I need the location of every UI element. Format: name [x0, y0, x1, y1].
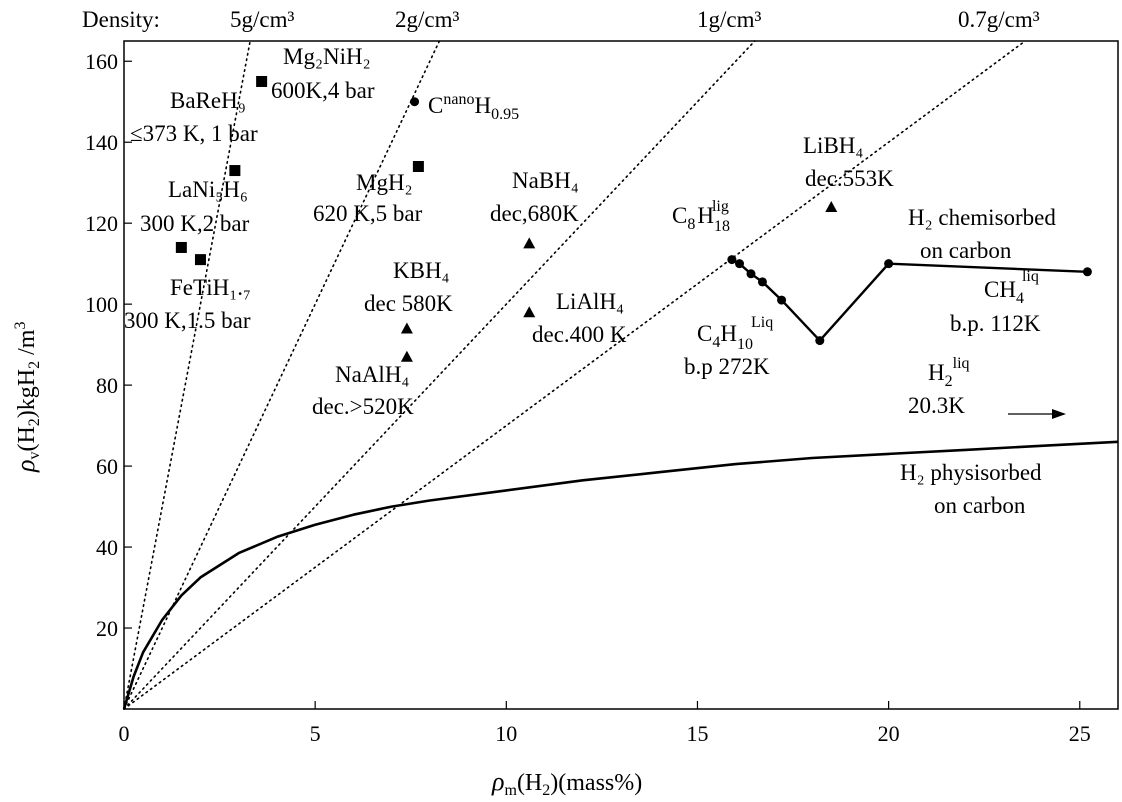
label-mg2nih2-cond: 600K,4 bar [271, 78, 375, 103]
label-fetih-cond: 300 K,1.5 bar [124, 308, 251, 333]
density-header-label: Density: [82, 7, 160, 32]
chemisorbed-point [757, 277, 767, 287]
density-line-label: 0.7g/cm³ [958, 7, 1040, 32]
label-bareh9-cond: ≤373 K, 1 bar [130, 121, 258, 146]
label-lialh4-cond: dec.400 K [532, 322, 627, 347]
label-lani5h6-cond: 300 K,2 bar [140, 211, 250, 236]
data-markers [175, 75, 1092, 362]
chemisorbed-point [815, 336, 825, 346]
triangle-point [523, 237, 536, 249]
chemisorbed-point [746, 269, 756, 279]
x-tick-label: 25 [1069, 721, 1091, 746]
square-point [412, 161, 424, 173]
label-libh4: LiBH₄ [803, 133, 863, 158]
x-tick-label: 0 [119, 721, 130, 746]
label-kbh4-cond: dec 580K [364, 291, 453, 316]
chemisorbed-point [777, 295, 787, 305]
chemisorbed-point [884, 259, 894, 269]
label-mgh2-cond: 620 K,5 bar [313, 201, 423, 226]
y-tick-label: 40 [96, 535, 118, 560]
y-tick-label: 140 [85, 130, 118, 155]
triangle-point [400, 322, 413, 334]
x-tick-label: 5 [310, 721, 321, 746]
density-line [123, 40, 1026, 710]
y-tick-label: 100 [85, 292, 118, 317]
h2liq-arrow-icon [1008, 409, 1066, 419]
y-tick-label: 20 [96, 616, 118, 641]
density-line [123, 40, 251, 710]
density-lines [123, 40, 1026, 710]
label-mg2nih2: Mg₂NiH₂ [283, 44, 371, 69]
label-naalh4-cond: dec.>520K [312, 394, 414, 419]
y-axis-title: ρv(H2)kgH2 /m3 [11, 322, 43, 473]
density-line-label: 1g/cm³ [697, 7, 761, 32]
density-line-label: 5g/cm³ [230, 7, 294, 32]
chemisorbed-point [727, 255, 737, 265]
chemisorbed-point [1082, 267, 1092, 277]
x-tick-label: 10 [495, 721, 517, 746]
triangle-point [523, 306, 536, 318]
label-physisorbed-line1: H₂ physisorbed [900, 460, 1042, 485]
label-mgh2: MgH₂ [356, 170, 413, 195]
label-c4h10-cond: b.p 272K [684, 354, 770, 379]
density-line [123, 40, 756, 710]
label-kbh4: KBH₄ [393, 258, 450, 283]
label-ch4: CH4liq [984, 268, 1039, 307]
chemisorbed-point [735, 259, 745, 269]
square-point [229, 165, 241, 177]
x-tick-label: 20 [878, 721, 900, 746]
square-point [194, 254, 206, 266]
label-bareh9: BaReH₉ [170, 88, 246, 113]
label-nabh4: NaBH₄ [512, 168, 579, 193]
label-libh4-cond: dec.553K [805, 166, 894, 191]
label-lani5h6: LaNi₅H₆ [168, 177, 248, 202]
circle-point [410, 97, 420, 107]
label-c8h18: C8H18lig [672, 198, 730, 235]
physisorbed-curve [122, 440, 1119, 710]
triangle-point [400, 350, 413, 362]
square-point [175, 241, 187, 253]
label-naalh4: NaAlH₄ [335, 362, 409, 387]
label-lialh4: LiAlH₄ [556, 289, 624, 314]
y-tick-label: 160 [85, 49, 118, 74]
square-point [256, 75, 268, 87]
label-cnano: CnanoH0.95 [428, 91, 519, 123]
density-line-label: 2g/cm³ [395, 7, 459, 32]
label-ch4-cond: b.p. 112K [950, 311, 1041, 336]
label-h2liq: H2liq [928, 355, 970, 390]
density-line [123, 40, 441, 710]
label-h2liq-cond: 20.3K [908, 393, 965, 418]
label-chemisorbed-line2: on carbon [920, 238, 1012, 263]
label-c4h10: C4H10Liq [697, 314, 773, 353]
triangle-point [825, 200, 838, 212]
x-axis-title: ρm(H2)(mass%) [491, 767, 642, 799]
plot-frame [123, 40, 1119, 710]
label-nabh4-cond: dec,680K [490, 201, 579, 226]
label-physisorbed-line2: on carbon [934, 493, 1026, 518]
label-chemisorbed-line1: H₂ chemisorbed [908, 205, 1056, 230]
y-tick-label: 120 [85, 211, 118, 236]
density-line-labels: 5g/cm³ 2g/cm³ 1g/cm³ 0.7g/cm³ [230, 7, 1040, 32]
x-tick-label: 15 [686, 721, 708, 746]
axis-ticks: 0 5 10 15 20 25 20 40 60 80 100 120 140 160 [85, 49, 1091, 746]
y-tick-label: 60 [96, 454, 118, 479]
y-tick-label: 80 [96, 373, 118, 398]
label-fetih: FeTiH₁.₇ [170, 275, 251, 300]
